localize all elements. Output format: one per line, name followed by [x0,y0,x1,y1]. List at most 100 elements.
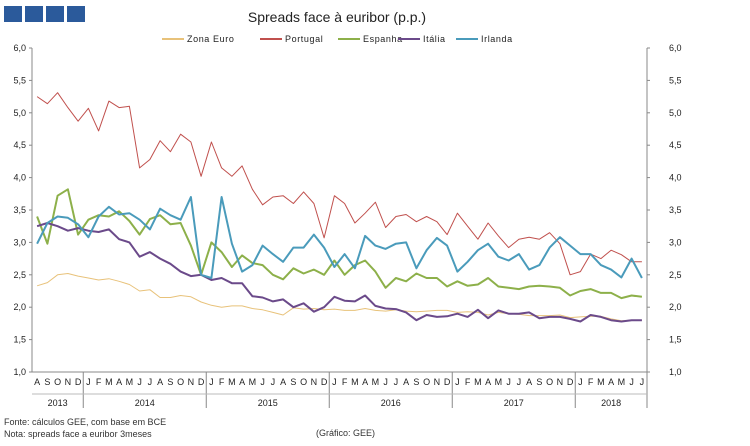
series-line-zonaeuro [36,273,642,322]
x-tick-label-month: A [526,377,532,387]
series-lines [36,92,643,323]
x-tick-label-month: J [517,377,522,387]
x-tick-label-month: M [495,377,503,387]
x-tick-label-month: D [75,377,82,387]
x-tick-label-month: O [300,377,307,387]
x-tick-label-month: A [34,377,40,387]
x-tick-label-month: O [177,377,184,387]
y-tick-label-left: 2,5 [13,270,26,280]
x-tick-label-month: S [413,377,419,387]
series-line-espanha [36,188,643,300]
x-tick-label-month: F [96,377,102,387]
x-tick-label-month: J [394,377,399,387]
x-tick-label-month: J [260,377,265,387]
logo-square [25,6,43,22]
x-tick-label-month: M [597,377,605,387]
x-tick-label-month: D [321,377,328,387]
x-tick-label-month: S [44,377,50,387]
x-tick-label-month: J [629,377,634,387]
y-tick-label-left: 1,5 [13,335,26,345]
x-tick-label-month: A [362,377,368,387]
y-tick-label-left: 6,0 [13,43,26,53]
y-tick-label-left: 1,0 [13,367,26,377]
x-year-label: 2013 [48,398,68,408]
y-tick-label-left: 3,0 [13,237,26,247]
logo-square [46,6,64,22]
x-tick-label-month: D [198,377,205,387]
x-tick-label-month: A [157,377,163,387]
x-tick-label-month: A [280,377,286,387]
x-tick-label-month: M [249,377,257,387]
y-tick-label-right: 3,5 [669,205,682,215]
series-line-irlanda [36,196,643,279]
chart-title: Spreads face à euribor (p.p.) [248,9,426,25]
x-tick-label-month: J [640,377,645,387]
x-tick-label-month: M [126,377,134,387]
y-tick-label-right: 5,0 [669,108,682,118]
y-tick-label-right: 2,0 [669,302,682,312]
y-tick-label-left: 5,0 [13,108,26,118]
x-tick-label-month: J [332,377,337,387]
x-tick-label-month: J [86,377,91,387]
x-tick-label-month: S [290,377,296,387]
x-tick-label-month: D [567,377,574,387]
legend-label: Irlanda [481,34,513,44]
x-tick-label-month: N [434,377,441,387]
y-tick-label-left: 5,5 [13,75,26,85]
x-tick-label-month: J [455,377,460,387]
x-year-label: 2016 [381,398,401,408]
x-tick-label-month: A [239,377,245,387]
x-year-label: 2018 [601,398,621,408]
x-tick-label-month: O [423,377,430,387]
y-tick-label-right: 4,5 [669,140,682,150]
y-tick-label-left: 4,0 [13,173,26,183]
x-tick-label-month: F [465,377,471,387]
x-tick-label-month: M [105,377,113,387]
x-year-label: 2015 [258,398,278,408]
legend-label: Itália [423,34,446,44]
x-tick-label-month: M [618,377,626,387]
x-tick-label-month: N [65,377,72,387]
y-tick-label-right: 3,0 [669,237,682,247]
x-tick-label-month: O [54,377,61,387]
x-tick-label-month: J [578,377,583,387]
y-tick-label-left: 2,0 [13,302,26,312]
x-tick-label-month: J [137,377,142,387]
series-line-portugal [36,92,642,276]
y-tick-label-right: 1,0 [669,367,682,377]
spreads-line-chart: Spreads face à euribor (p.p.) Zona Euro P… [13,9,682,408]
legend-label: Espanha [363,34,403,44]
x-tick-label-month: F [588,377,594,387]
y-tick-label-right: 1,5 [669,335,682,345]
x-tick-label-month: A [608,377,614,387]
legend-label: Zona Euro [187,34,234,44]
y-tick-label-right: 4,0 [669,173,682,183]
x-tick-label-month: F [342,377,348,387]
x-tick-label-month: J [148,377,153,387]
y-tick-label-right: 6,0 [669,43,682,53]
x-tick-label-month: A [403,377,409,387]
axes: 1,0 1,0 1,5 1,5 2,0 2,0 2,5 2,5 3,0 3,0 3,5 3,5 4,0 4… [13,43,681,377]
y-tick-label-left: 3,5 [13,205,26,215]
logo-square [67,6,85,22]
chart-notes: Fonte: cálculos GEE, com base em BCE Not… [4,416,166,440]
series-line-itlia [36,222,642,323]
x-tick-label-month: M [372,377,380,387]
y-tick-label-right: 5,5 [669,75,682,85]
x-tick-label-month: N [188,377,195,387]
x-tick-label-month: J [209,377,214,387]
y-tick-label-right: 2,5 [669,270,682,280]
x-tick-label-month: J [271,377,276,387]
gee-logo [4,6,85,22]
x-tick-label-month: M [474,377,482,387]
x-year-label: 2014 [135,398,155,408]
x-tick-label-month: J [383,377,388,387]
logo-square [4,6,22,22]
y-tick-label-left: 4,5 [13,140,26,150]
x-tick-label-month: M [351,377,359,387]
x-tick-label-month: A [485,377,491,387]
x-tick-label-month: N [311,377,318,387]
legend-label: Portugal [285,34,323,44]
footnote: Nota: spreads face a euribor 3meses [4,429,152,439]
